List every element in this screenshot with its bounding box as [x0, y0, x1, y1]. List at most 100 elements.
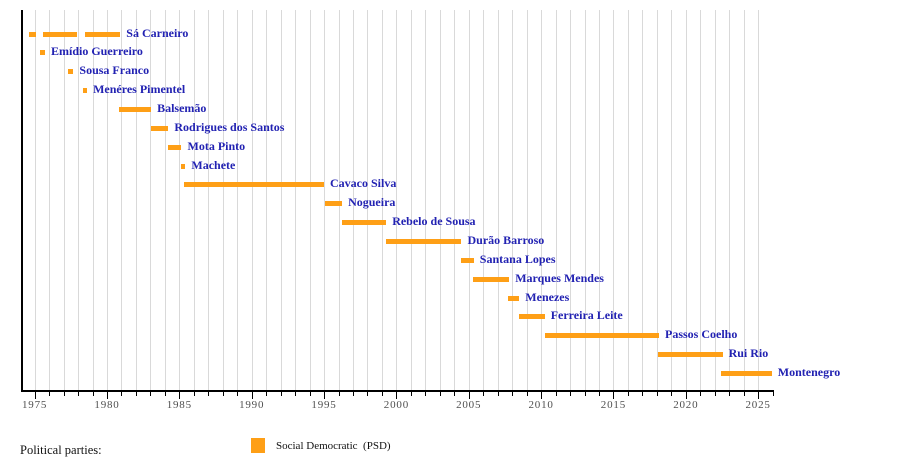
leader-label: Machete [191, 157, 236, 172]
axis-tick-2023 [729, 392, 731, 396]
gridline-1994 [309, 10, 311, 390]
gridline-2017 [642, 10, 644, 390]
gridline-1976 [49, 10, 51, 390]
gridline-2002 [425, 10, 427, 390]
year-label-2005: 2005 [456, 399, 482, 411]
axis-tick-2026 [772, 392, 774, 396]
term-bar [28, 31, 37, 37]
axis-tick-2013 [584, 392, 586, 396]
gridline-2025 [758, 10, 760, 390]
gridline-1998 [367, 10, 369, 390]
term-bar [460, 257, 474, 263]
axis-tick-2016 [627, 392, 629, 396]
gridline-2000 [396, 10, 398, 390]
gridline-1995 [324, 10, 325, 390]
gridline-2011 [555, 10, 557, 390]
gridline-1988 [222, 10, 224, 390]
leader-label: Nogueira [348, 195, 396, 210]
gridline-2014 [598, 10, 600, 390]
axis-tick-2003 [439, 392, 441, 396]
term-bar [183, 182, 324, 188]
leader-label: Durão Barroso [467, 232, 545, 247]
axis-tick-1999 [381, 392, 383, 396]
axis-tick-2010 [541, 392, 543, 399]
gridline-1978 [78, 10, 79, 390]
gridline-1986 [193, 10, 195, 390]
gridline-2010 [541, 10, 543, 390]
axis-tick-2009 [526, 392, 528, 396]
gridline-2013 [584, 10, 586, 390]
axis-tick-2001 [410, 392, 412, 396]
year-label-1985: 1985 [166, 399, 192, 411]
year-label-1995: 1995 [311, 399, 337, 411]
term-bar [119, 106, 151, 112]
gridline-2024 [743, 10, 745, 390]
term-bar [40, 50, 45, 56]
leader-label: Cavaco Silva [330, 176, 397, 191]
term-bar [342, 220, 387, 226]
axis-tick-1995 [324, 392, 325, 399]
axis-tick-2018 [656, 392, 658, 396]
axis-tick-2020 [685, 392, 687, 399]
term-bar [325, 201, 342, 207]
axis-tick-2005 [468, 392, 470, 399]
gridline-1979 [92, 10, 94, 390]
axis-tick-1988 [222, 392, 224, 396]
term-bar [518, 314, 545, 320]
term-bar [167, 144, 182, 150]
gridline-1981 [121, 10, 123, 390]
axis-tick-1983 [150, 392, 152, 396]
term-bar [720, 370, 772, 376]
axis-tick-2014 [598, 392, 600, 396]
gridline-1999 [381, 10, 383, 390]
axis-tick-1998 [367, 392, 369, 396]
gridline-2006 [483, 10, 485, 390]
axis-tick-1994 [309, 392, 311, 396]
leader-label: Balsemão [157, 100, 207, 115]
axis-tick-2021 [700, 392, 702, 396]
legend-item-label: Social Democratic (PSD) [276, 440, 391, 452]
gridline-1980 [107, 10, 108, 390]
gridline-1982 [135, 10, 137, 390]
gridline-2007 [497, 10, 499, 390]
gridline-1992 [280, 10, 282, 390]
term-bar [43, 31, 77, 37]
axis-tick-1975 [34, 392, 36, 399]
gridline-1984 [164, 10, 166, 390]
axis-tick-1992 [280, 392, 282, 396]
gridline-1991 [266, 10, 268, 390]
gridline-2015 [613, 10, 615, 390]
leader-label: Rebelo de Sousa [392, 214, 476, 229]
gridline-1987 [208, 10, 210, 390]
gridline-2021 [700, 10, 702, 390]
year-label-2025: 2025 [745, 399, 771, 411]
leader-label: Sá Carneiro [126, 25, 189, 40]
axis-tick-2015 [613, 392, 615, 399]
axis-tick-1996 [338, 392, 340, 396]
leader-label: Mota Pinto [187, 138, 246, 153]
gridline-1975 [34, 10, 36, 390]
y-axis-line [21, 10, 23, 392]
gridline-2020 [685, 10, 687, 390]
axis-tick-1987 [208, 392, 210, 396]
axis-tick-2024 [743, 392, 745, 396]
axis-tick-2008 [512, 392, 514, 396]
year-label-1975: 1975 [21, 399, 48, 411]
leader-label: Montenegro [777, 364, 841, 379]
gridline-1985 [179, 10, 181, 390]
term-bar [507, 295, 520, 301]
axis-tick-1978 [78, 392, 79, 396]
leader-label: Menezes [525, 289, 570, 304]
x-axis-line [21, 390, 774, 392]
term-bar [151, 125, 169, 131]
axis-tick-1984 [164, 392, 166, 396]
year-label-1990: 1990 [239, 399, 265, 411]
axis-tick-2019 [671, 392, 673, 396]
leader-label: Emídio Guerreiro [51, 44, 143, 59]
year-label-2020: 2020 [673, 399, 699, 411]
gridline-2023 [729, 10, 731, 390]
term-bar [67, 69, 74, 75]
gridline-1977 [63, 10, 65, 390]
term-bar [473, 276, 510, 282]
axis-tick-2002 [425, 392, 427, 396]
